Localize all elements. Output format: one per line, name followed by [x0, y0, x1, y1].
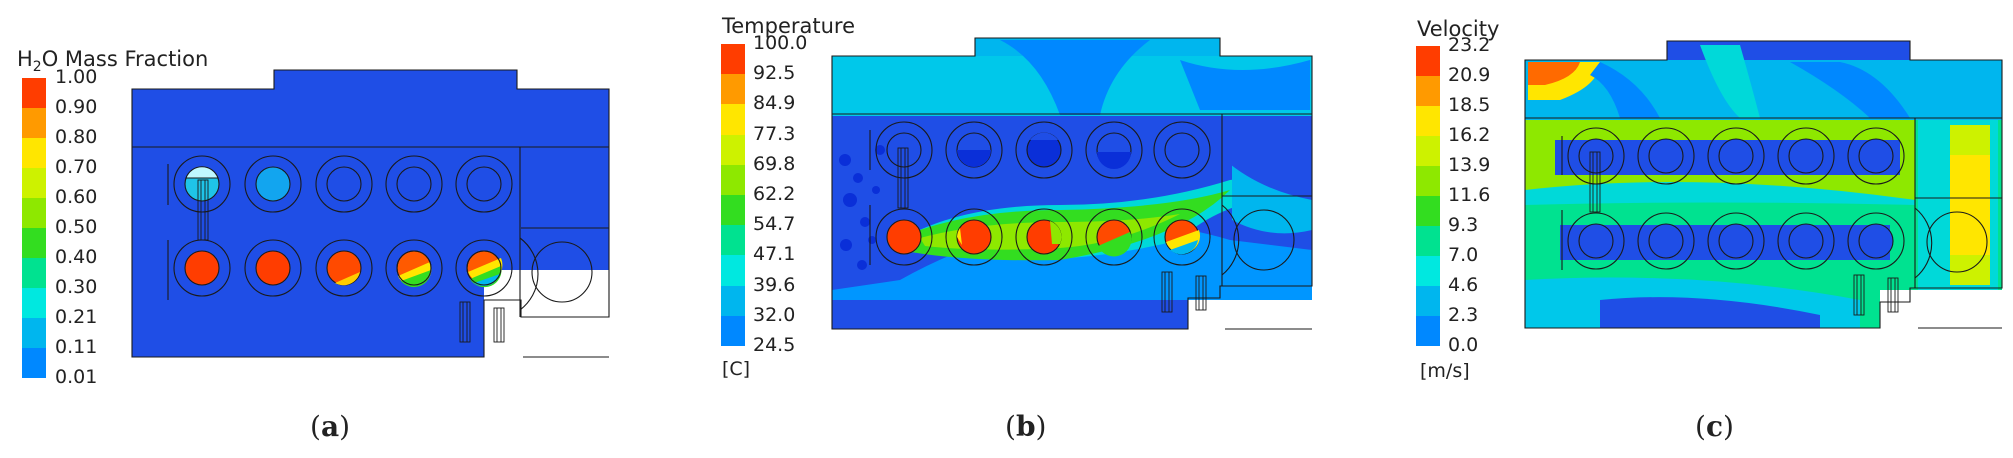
colorbar-segment	[1416, 256, 1440, 286]
legend-tick-label: 0.11	[55, 336, 98, 358]
colorbar-segment	[721, 315, 745, 346]
colorbar-segment	[1416, 166, 1440, 196]
legend-tick-label: 2.3	[1448, 304, 1479, 326]
legend-tick-label: 13.9	[1448, 154, 1491, 176]
legend-colorbar-c	[1416, 46, 1440, 346]
colorbar-segment	[22, 258, 46, 288]
colorbar-segment	[22, 138, 46, 168]
legend-tick-label: 4.6	[1448, 274, 1479, 296]
legend-tick-label: 77.3	[753, 122, 796, 145]
colorbar-segment	[721, 164, 745, 195]
legend-title-a: H2O Mass Fraction	[17, 47, 209, 76]
legend-title-c: Velocity	[1417, 17, 1500, 41]
legend-title-b: Temperature	[722, 14, 856, 38]
colorbar-segment	[22, 168, 46, 198]
legend-tick-label: 20.9	[1448, 64, 1491, 86]
legend-tick-label: 0.60	[55, 186, 98, 208]
colorbar-segment	[22, 78, 46, 108]
legend-tick-label: 1.00	[55, 66, 98, 88]
legend-tick-label: 0.30	[55, 276, 98, 298]
colorbar-segment	[1416, 196, 1440, 226]
legend-colorbar-b	[721, 44, 745, 346]
legend-tick-label: 16.2	[1448, 124, 1491, 146]
legend-tick-label: 18.5	[1448, 94, 1491, 116]
colorbar-segment	[22, 348, 46, 378]
colorbar-segment	[721, 44, 745, 75]
legend-tick-label: 0.01	[55, 366, 98, 388]
colorbar-segment	[721, 134, 745, 165]
legend-tick-label: 0.90	[55, 96, 98, 118]
colorbar-segment	[1416, 46, 1440, 76]
legend-tick-label: 47.1	[753, 243, 796, 266]
legend-tick-label: 54.7	[753, 213, 796, 236]
legend-tick-label: 9.3	[1448, 214, 1479, 236]
colorbar-segment	[721, 104, 745, 135]
colorbar-segment	[22, 198, 46, 228]
colorbar-segment	[22, 318, 46, 348]
legend-tick-label: 7.0	[1448, 244, 1479, 266]
legend-tick-label: 69.8	[753, 152, 796, 175]
legend-tick-label: 92.5	[753, 62, 796, 85]
caption-a: (a)	[310, 410, 351, 443]
colorbar-segment	[1416, 106, 1440, 136]
colorbar-segment	[1416, 316, 1440, 346]
legend-colorbar-a	[22, 78, 46, 378]
legend-tick-label: 84.9	[753, 92, 796, 115]
legend-tick-label: 0.50	[55, 216, 98, 238]
colorbar-segment	[721, 194, 745, 226]
legend-tick-label: 100.0	[753, 32, 808, 54]
colorbar-segment	[1416, 76, 1440, 106]
legend-tick-label: 0.0	[1448, 334, 1479, 356]
legend-tick-label: 0.21	[55, 306, 98, 328]
legend-unit-b: [C]	[722, 358, 751, 380]
legend-tick-label: 0.40	[55, 246, 98, 268]
caption-c: (c)	[1695, 410, 1734, 443]
colorbar-segment	[721, 225, 745, 256]
colorbar-segment	[721, 285, 745, 316]
legend-tick-label: 62.2	[753, 183, 796, 205]
legend-unit-c: [m/s]	[1420, 360, 1470, 382]
legend-tick-label: 39.6	[753, 273, 796, 296]
colorbar-segment	[1416, 136, 1440, 166]
colorbar-segment	[721, 255, 745, 286]
caption-b: (b)	[1005, 410, 1047, 443]
colorbar-segment	[22, 288, 46, 318]
legend-tick-label: 23.2	[1448, 34, 1491, 56]
colorbar-segment	[721, 74, 745, 105]
colorbar-segment	[22, 108, 46, 138]
colorbar-segment	[22, 228, 46, 258]
colorbar-segment	[1416, 226, 1440, 256]
legend-tick-label: 0.70	[55, 156, 98, 178]
legend-tick-label: 11.6	[1448, 184, 1491, 206]
legend-tick-label: 24.5	[753, 334, 796, 356]
legend-tick-label: 32.0	[753, 303, 796, 326]
legend-tick-label: 0.80	[55, 126, 98, 148]
colorbar-segment	[1416, 286, 1440, 316]
